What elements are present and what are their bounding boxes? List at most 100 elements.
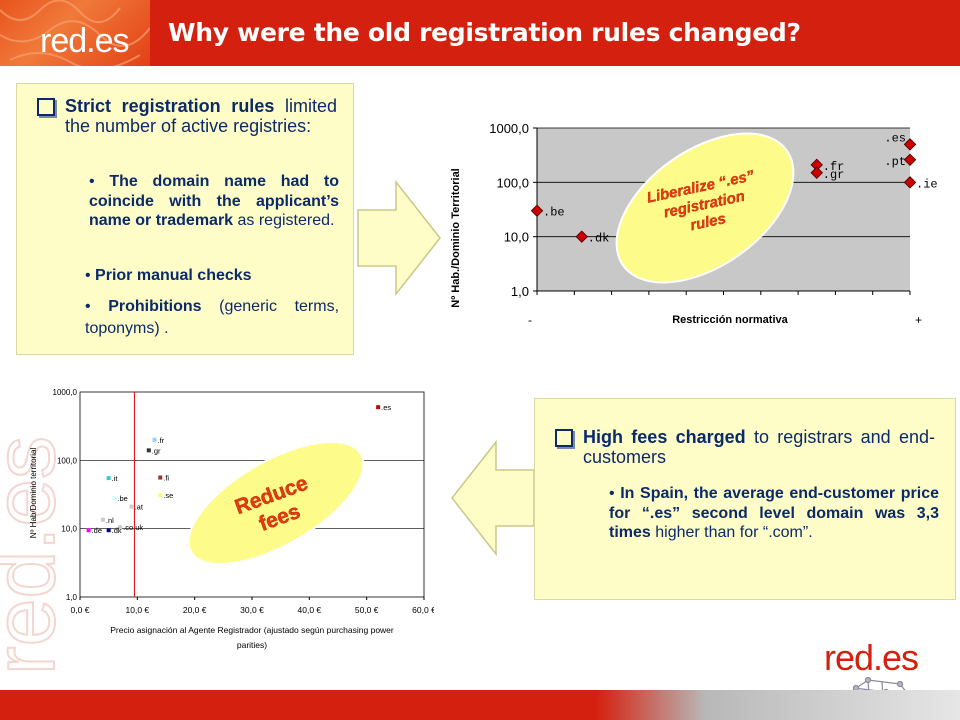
data-point: [106, 528, 111, 533]
chart1-ylabel: Nº Hab./Dominio Territorial: [450, 168, 462, 308]
data-point: [100, 517, 105, 522]
x-tick-label: 10,0 €: [126, 605, 150, 615]
x-tick-label: 40,0 €: [298, 605, 322, 615]
svg-text:red.es: red.es: [0, 436, 72, 675]
bullet-icon: •: [609, 485, 621, 502]
point-label: .fr: [823, 160, 845, 174]
data-point: [118, 525, 123, 530]
restrictions-box: Strict registration rules limited the nu…: [16, 83, 354, 355]
y-tick-label: 100,0: [496, 175, 529, 190]
checkbox-bullet-icon: [37, 98, 55, 116]
high-fees-item: High fees charged to registrars and end-…: [555, 427, 935, 467]
data-point: [903, 138, 917, 151]
data-point: [903, 176, 917, 189]
x-tick-label: 30,0 €: [240, 605, 264, 615]
watermark-logo: red.es: [0, 435, 72, 676]
chart-fees: 1000,0 100,0 10,0 1,0 0,0 € 10,0 € 20,0 € 30,0…: [29, 388, 434, 650]
x-tick-label: 60,0 €: [412, 605, 434, 615]
footer-logo-text: red.es: [824, 637, 918, 678]
point-label: .ie: [916, 177, 938, 191]
data-point: [152, 437, 157, 442]
prohibitions-rule: • Prohibitions (generic terms, toponyms)…: [85, 296, 339, 340]
x-tick-label: 20,0 €: [183, 605, 207, 615]
header-bar: [0, 0, 960, 66]
reduce-ellipse: Reduce fees: [187, 440, 365, 566]
checkbox-bullet-icon: [555, 429, 573, 447]
point-label: .dk: [112, 526, 122, 535]
point-label: .gr: [152, 446, 161, 455]
point-label: .nl: [106, 516, 114, 525]
liberalize-ellipse: Liberalize “.es” registration rules: [615, 132, 795, 284]
data-point: [146, 448, 151, 453]
chart1-x-plus: +: [915, 313, 922, 327]
data-point: [158, 475, 163, 480]
high-fees-bold: High fees charged: [583, 427, 746, 447]
bullet-icon: •: [85, 267, 96, 284]
data-point: [376, 405, 381, 410]
spain-price-item: • In Spain, the average end-customer pri…: [609, 484, 939, 543]
logo-pattern: [0, 0, 150, 66]
manual-checks-text: Prior manual checks: [95, 267, 252, 284]
spain-price-rest: higher than for “.com”.: [650, 524, 813, 541]
strict-rules-rest: limited the number of active registries:: [65, 96, 337, 136]
page-title: Why were the old registration rules chan…: [168, 18, 801, 47]
domain-name-rule: • The domain name had to coincide with t…: [89, 172, 339, 231]
x-tick-label: 0,0 €: [71, 605, 90, 615]
point-label: .es: [884, 131, 906, 145]
data-point: [810, 166, 823, 179]
point-label: .be: [117, 494, 127, 503]
strict-rules-item: Strict registration rules limited the nu…: [37, 96, 337, 136]
data-point: [530, 204, 544, 217]
point-label: .pt: [884, 155, 906, 169]
footer-bar-gradient: [596, 690, 960, 720]
data-point: [158, 493, 163, 498]
point-label: .be: [543, 206, 565, 220]
y-tick-label: 10,0: [61, 525, 77, 534]
bullet-icon: •: [85, 298, 109, 315]
manual-checks-rule: • Prior manual checks: [85, 267, 335, 285]
chart-restriction: 1000,0 100,0 10,0 1,0 Nº Hab./Dominio Terri…: [450, 121, 938, 327]
domain-name-rule-rest: as registered.: [233, 212, 335, 229]
data-point: [106, 476, 111, 481]
bullet-icon: •: [89, 173, 110, 190]
logo-text: red.es: [40, 22, 129, 60]
data-point: [112, 496, 117, 501]
strict-rules-text: Strict registration rules limited the nu…: [65, 96, 337, 136]
strict-rules-bold: Strict registration rules: [65, 96, 275, 116]
chart2-xlabel-line1: Precio asignación al Agente Registrador …: [110, 625, 394, 635]
chart1-xlabel: Restricción normativa: [672, 314, 788, 326]
fees-box: High fees charged to registrars and end-…: [534, 398, 956, 600]
data-point: [129, 504, 134, 509]
y-tick-label: 1000,0: [489, 121, 529, 136]
point-label: .it: [112, 474, 119, 483]
data-point: [810, 158, 823, 172]
y-tick-label: 100,0: [57, 456, 78, 465]
x-tick-label: 50,0 €: [355, 605, 379, 615]
prohibitions-bold: Prohibitions: [108, 298, 202, 315]
data-point: [903, 153, 917, 167]
high-fees-text: High fees charged to registrars and end-…: [583, 427, 935, 467]
point-label: .gr: [823, 168, 845, 182]
point-label: .es: [381, 403, 391, 412]
domain-name-rule-bold: The domain name had to coincide with the…: [89, 173, 339, 229]
logo-tile: red.es: [0, 0, 150, 66]
prohibitions-rest: (generic terms, toponyms) .: [85, 298, 340, 337]
point-label: .fr: [158, 436, 165, 445]
point-label: .fi: [163, 474, 169, 483]
data-point: [86, 528, 91, 533]
y-tick-label: 1,0: [66, 593, 78, 602]
y-tick-label: 10,0: [504, 230, 529, 245]
y-tick-label: 1000,0: [53, 388, 78, 397]
chart2-ylabel: Nº Hab/Dominio territorial: [29, 448, 38, 539]
arrow-right-icon: [357, 180, 441, 296]
point-label: .de: [92, 526, 102, 535]
chart2-xlabel-line2: parities): [237, 640, 267, 650]
y-tick-label: 1,0: [511, 284, 529, 299]
point-label: .se: [163, 491, 173, 500]
point-label: .dk: [588, 232, 610, 246]
data-point: [575, 230, 588, 243]
chart1-x-minus: -: [528, 313, 532, 327]
arrow-left-icon: [451, 440, 535, 556]
point-label: .at: [135, 503, 144, 512]
point-label: .co.uk: [123, 523, 143, 532]
